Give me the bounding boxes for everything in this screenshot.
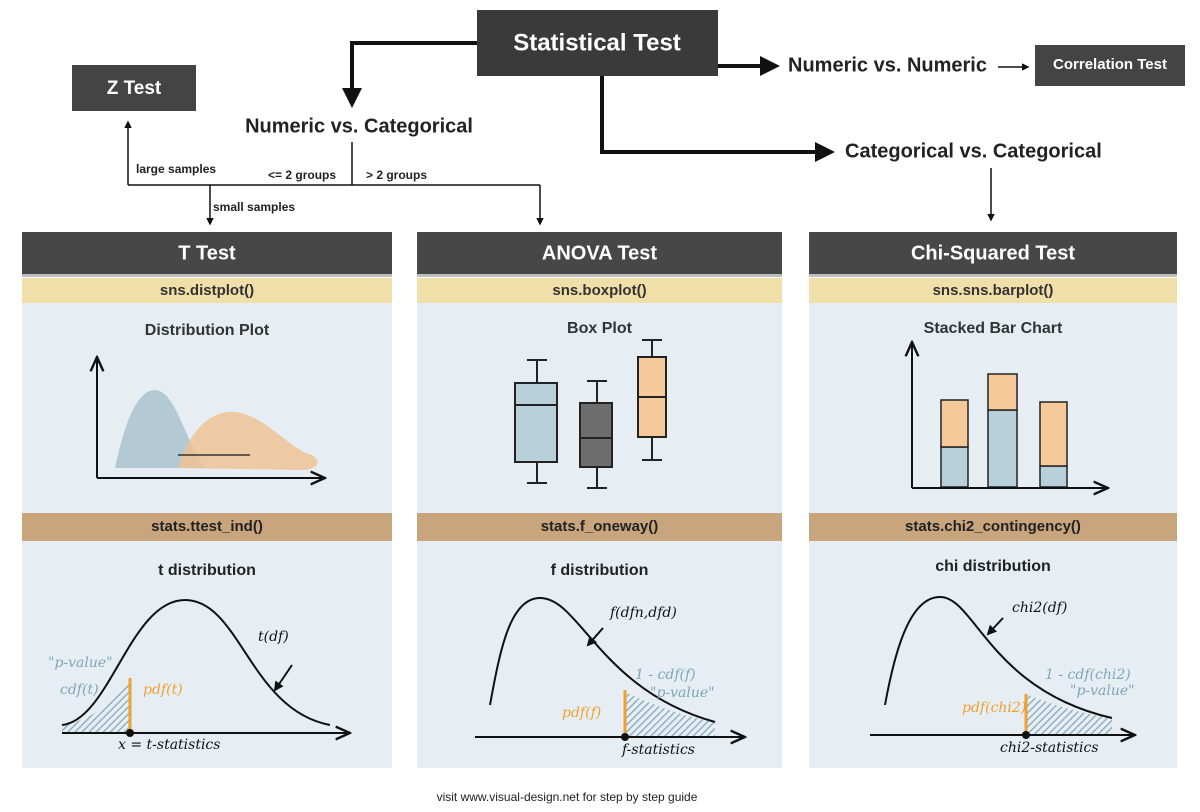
arrows	[124, 41, 1030, 226]
distribution-title: chi distribution	[935, 558, 1051, 575]
boxplot-sketch	[514, 339, 667, 489]
annotation: f(dfn,dfd)	[609, 605, 677, 621]
panel-title: T Test	[178, 242, 236, 264]
panel-header	[417, 232, 782, 274]
annotation: pdf(chi2)	[962, 700, 1026, 716]
plot-function: sns.sns.barplot()	[933, 282, 1054, 299]
annotation: cdf(t)	[60, 682, 99, 698]
stats-function: stats.f_oneway()	[541, 518, 659, 535]
edge-label: <= 2 groups	[268, 168, 336, 182]
plot-function-band	[417, 278, 782, 303]
stats-function: stats.chi2_contingency()	[905, 518, 1081, 535]
panel-header-shadow	[22, 272, 392, 277]
correlation-test: Correlation Test	[1053, 56, 1167, 73]
panel-header	[22, 232, 392, 274]
title-box	[477, 10, 718, 76]
footer: visit www.visual-design.net for step by …	[437, 790, 698, 804]
stats-function: stats.ttest_ind()	[151, 518, 263, 535]
title: Statistical Test	[513, 29, 681, 56]
stats-function-band	[809, 513, 1177, 541]
z-test: Z Test	[107, 78, 162, 99]
annotation: f-statistics	[621, 742, 695, 758]
chi-curve	[870, 595, 1135, 739]
annotation: "p-value"	[650, 685, 715, 701]
annotation: chi2(df)	[1012, 600, 1067, 616]
distribution-title: f distribution	[551, 562, 649, 579]
edge-label: small samples	[213, 200, 295, 214]
annotation: "p-value"	[1070, 683, 1135, 699]
annotation: 1 - cdf(f)	[635, 667, 696, 683]
annotation: x = t-statistics	[118, 737, 220, 753]
stats-function-band	[417, 513, 782, 541]
annotation: 1 - cdf(chi2)	[1045, 667, 1131, 683]
panel-header	[809, 232, 1177, 274]
annotation: "p-value"	[48, 655, 113, 671]
annotation: pdf(t)	[143, 682, 183, 698]
panel-title: ANOVA Test	[542, 242, 658, 264]
f-curve	[475, 596, 745, 741]
annotation: pdf(f)	[562, 705, 601, 721]
distplot-sketch	[97, 357, 325, 478]
plot-title: Stacked Bar Chart	[924, 320, 1063, 337]
t-curve	[61, 598, 350, 737]
panel-header-shadow	[417, 272, 782, 277]
edge-label: large samples	[136, 162, 216, 176]
panel-header-shadow	[809, 272, 1177, 277]
stats-function-band	[22, 513, 392, 541]
branch-label: Numeric vs. Categorical	[245, 115, 473, 137]
plot-function: sns.boxplot()	[552, 282, 646, 299]
annotation: chi2-statistics	[1000, 740, 1099, 756]
distribution-title: t distribution	[158, 562, 256, 579]
branch-label: Categorical vs. Categorical	[845, 140, 1102, 162]
plot-function-band	[809, 278, 1177, 303]
z-test-box	[72, 65, 196, 111]
plot-title: Box Plot	[567, 320, 633, 337]
plot-title: Distribution Plot	[145, 322, 270, 339]
plot-function-band	[22, 278, 392, 303]
edge-label: > 2 groups	[366, 168, 427, 182]
plot-function: sns.distplot()	[160, 282, 254, 299]
annotation: t(df)	[258, 629, 289, 645]
branch-label: Numeric vs. Numeric	[788, 54, 987, 76]
panels: T Test sns.distplot() Distribution Plot sta…	[22, 232, 1177, 768]
panel-title: Chi-Squared Test	[911, 242, 1075, 264]
barchart-sketch	[912, 342, 1108, 488]
correlation-box	[1035, 45, 1185, 86]
